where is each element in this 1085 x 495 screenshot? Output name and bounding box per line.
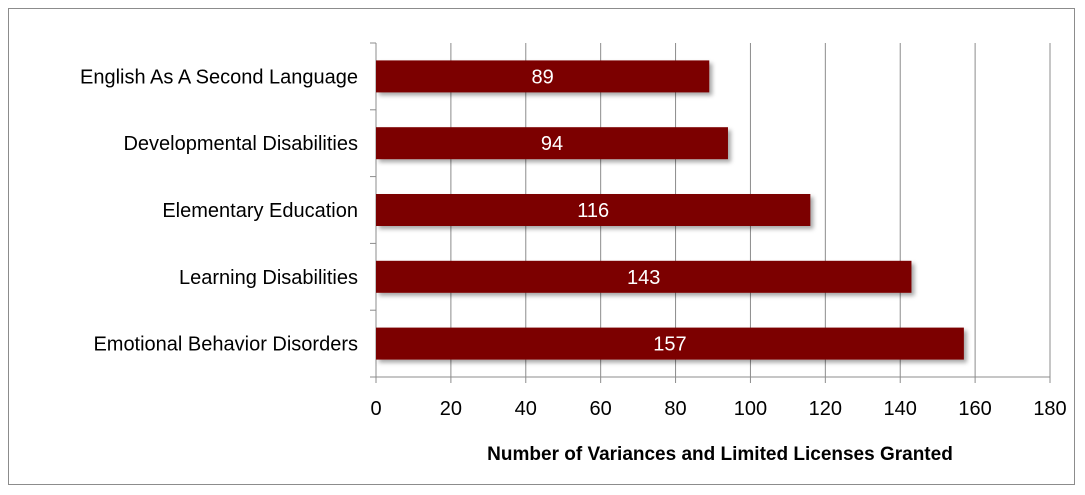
- x-tick-label: 100: [734, 398, 767, 420]
- labels: 0 20 40 60 80 100 120 140 160 180 English As A Sec…: [80, 66, 1067, 420]
- bar: [376, 327, 964, 360]
- x-tick-label: 120: [809, 398, 842, 420]
- bar: [376, 260, 912, 293]
- category-label: Emotional Behavior Disorders: [93, 334, 358, 356]
- x-tick-label: 160: [958, 398, 991, 420]
- bars: [376, 60, 964, 360]
- category-label: English As A Second Language: [80, 66, 358, 88]
- data-label: 143: [627, 267, 660, 289]
- category-label: Developmental Disabilities: [123, 133, 358, 155]
- x-tick-label: 40: [515, 398, 537, 420]
- bar: [376, 127, 728, 160]
- category-label: Elementary Education: [162, 200, 358, 222]
- category-label: Learning Disabilities: [179, 267, 358, 289]
- x-tick-label: 140: [884, 398, 917, 420]
- bar: [376, 194, 811, 226]
- data-label: 94: [541, 133, 563, 155]
- x-tick-label: 80: [664, 398, 686, 420]
- data-label: 89: [532, 66, 554, 88]
- x-tick-label: 180: [1033, 398, 1066, 420]
- bar-chart: 0 20 40 60 80 100 120 140 160 180 English As A Sec…: [80, 42, 1067, 465]
- chart-frame: 0 20 40 60 80 100 120 140 160 180 English As A Sec…: [8, 8, 1075, 485]
- bar: [376, 60, 710, 93]
- x-tick-label: 0: [370, 398, 381, 420]
- x-axis-title: Number of Variances and Limited Licenses…: [487, 444, 953, 465]
- x-tick-label: 60: [590, 398, 612, 420]
- data-label: 116: [577, 200, 609, 222]
- data-label: 157: [653, 334, 686, 356]
- x-tick-label: 20: [440, 398, 462, 420]
